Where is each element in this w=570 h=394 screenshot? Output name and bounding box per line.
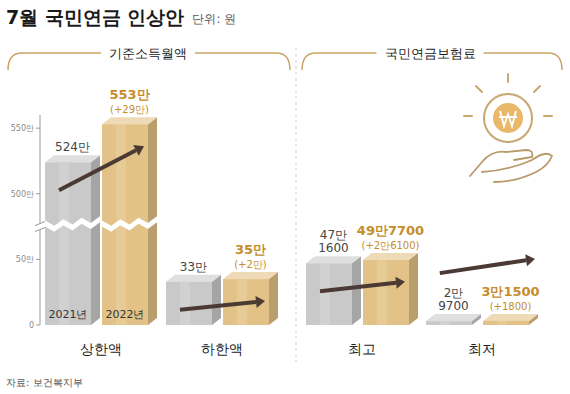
change-label: (+2만) [234,259,267,270]
category-label: 최고 [348,341,376,357]
text-line: 9700 [438,299,469,313]
bar-stripe [377,260,387,325]
bars [45,117,278,325]
text-line: 47만 [320,228,347,242]
bar-top [306,256,361,263]
arrow-head [395,277,405,289]
icon-ray [507,74,509,82]
data-label: 3만1500 [481,284,539,299]
divider [296,48,297,362]
bar-side [269,272,278,325]
data-label: 524만 [55,140,90,154]
chart-root: 7월 국민연금 인상안 단위: 원자료: 보건복지부 기준소득월액 0 50만 500만 5… [0,0,570,394]
bar-side [352,256,361,325]
arrow [440,260,526,273]
series-name: 2022년 [106,308,145,321]
source: 자료: 보건복지부 [6,377,83,388]
icon-ray [534,86,540,92]
arrow [180,302,256,310]
bar [363,260,409,325]
y-tick-label: 550만 [11,124,34,133]
text-line: 1600 [318,241,349,255]
bar-top [102,117,157,124]
icon-ray [464,115,472,117]
y-tick [36,325,40,326]
unit: 단위: 원 [192,12,236,26]
y-axis [40,115,41,325]
change-label: (+29만) [110,104,149,115]
arrow [59,150,136,190]
arrow-head [133,145,144,156]
bar [426,321,472,325]
bar-top [166,275,221,282]
icon [464,74,552,182]
data-label: 49만7700 [357,223,424,238]
data-label: 35만 [235,242,266,257]
bar-top [426,314,481,321]
labels: 47만1600 (+2만6100) 49만7700 2만9700 (+1800) 3만15… [318,223,539,313]
panel-bracket [302,53,562,70]
bar-break [45,216,100,232]
bar-stripe [440,321,450,325]
icon-coin-mark [499,111,517,126]
panel-title: 기준소득월액 [109,46,187,61]
title: 7월 국민연금 인상안 [6,6,184,28]
bar-break [102,216,157,232]
bar-side [212,275,221,325]
axis-break [35,222,45,232]
labels: 2021년 524만 2022년 (+29만) 553만 33만 (+2만) 35만 [49,87,267,321]
y-tick-label: 0 [29,321,34,330]
y-tick [36,128,40,129]
series-name: 2021년 [49,308,88,321]
icon-coin [493,103,523,133]
bar [483,321,529,325]
bar-top [363,253,418,260]
data-label: 33만 [180,260,207,274]
bar-side [91,155,100,325]
panel: 국민연금보험료 47만1600 (+2만6100) 49만7700 2만9700 (+18… [302,46,562,357]
bar-side [409,253,418,325]
change-label: (+2만6100) [362,240,420,251]
panel-title: 국민연금보험료 [385,46,476,61]
change-label: (+1800) [490,301,532,312]
data-label: 47만1600 [318,228,349,255]
category-label: 최저 [468,341,496,357]
y-tick-label: 500만 [11,190,34,199]
bar-top [483,314,538,321]
arrow [320,283,396,291]
y-tick [36,193,40,194]
y-tick-label: 50만 [16,255,34,264]
data-label: 2만9700 [438,286,469,313]
bar-top [223,272,278,279]
category-label: 상한액 [80,341,122,357]
bar-top [45,155,100,162]
bar-stripe [497,321,507,325]
panel-bracket [8,53,290,70]
text-line: 2만 [444,286,464,300]
icon-ray [544,115,552,117]
data-label: 553만 [109,87,149,102]
category-label: 하한액 [201,341,243,357]
panel: 기준소득월액 0 50만 500만 550만 2021년 524만 2022년 (+29만) 55… [8,46,290,357]
icon-bulb [484,94,532,142]
arrow-head [255,296,265,308]
bar-stripe [320,263,330,325]
icon-ray [476,86,482,92]
bar-stripe [180,282,190,325]
y-tick [36,259,40,260]
arrow-head [525,254,535,266]
icon-hand [470,150,552,182]
bar [166,282,212,325]
bar [306,263,352,325]
